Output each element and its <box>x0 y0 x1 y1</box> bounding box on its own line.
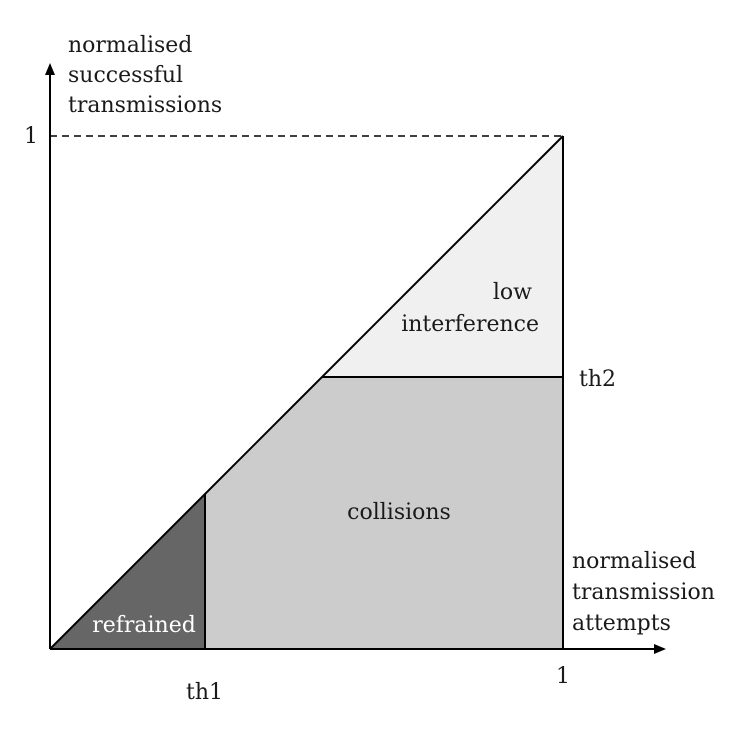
th1-label: th1 <box>186 680 223 705</box>
low-interference-label: low interference <box>401 280 539 337</box>
refrained-label: refrained <box>92 613 196 638</box>
y-axis-tick-1: 1 <box>24 124 38 149</box>
y-axis-label: normalised successful transmissions <box>68 33 222 118</box>
th2-label: th2 <box>579 367 616 392</box>
region-collisions <box>205 377 563 649</box>
diagonal-line <box>49 135 564 650</box>
x-axis-label: normalised transmission attempts <box>572 549 722 636</box>
x-axis-tick-1: 1 <box>556 664 570 689</box>
collisions-label: collisions <box>347 500 451 525</box>
